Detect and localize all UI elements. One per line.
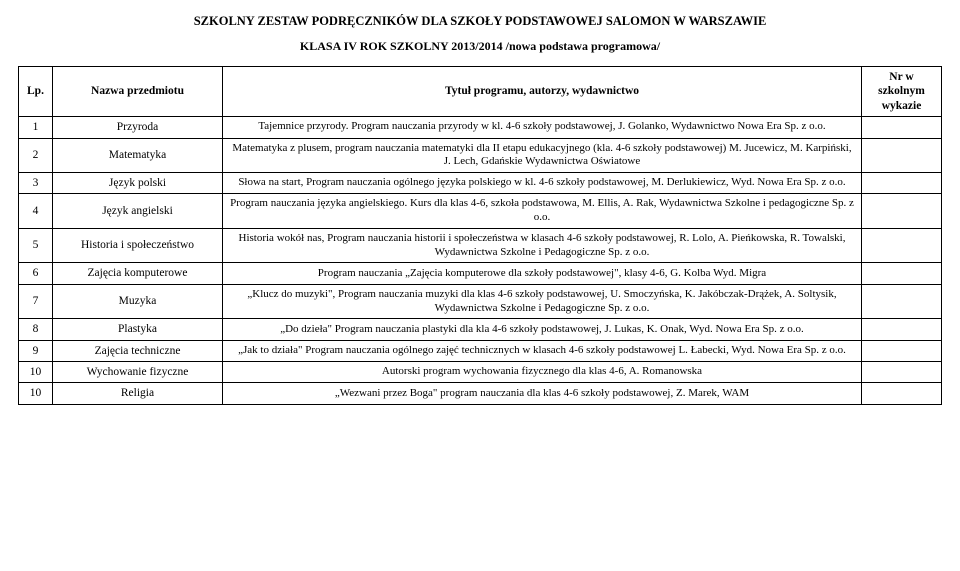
cell-nr [862, 340, 942, 361]
cell-lp: 8 [19, 319, 53, 340]
cell-nr [862, 263, 942, 284]
cell-subject: Wychowanie fizyczne [53, 362, 223, 383]
table-row: 10Religia„Wezwani przez Boga" program na… [19, 383, 942, 404]
table-row: 2MatematykaMatematyka z plusem, program … [19, 138, 942, 173]
cell-nr [862, 117, 942, 138]
cell-lp: 6 [19, 263, 53, 284]
cell-lp: 10 [19, 362, 53, 383]
cell-desc: „Wezwani przez Boga" program nauczania d… [223, 383, 862, 404]
cell-lp: 4 [19, 194, 53, 229]
header-lp: Lp. [19, 67, 53, 117]
cell-desc: Matematyka z plusem, program nauczania m… [223, 138, 862, 173]
cell-desc: Program nauczania języka angielskiego. K… [223, 194, 862, 229]
table-row: 10Wychowanie fizyczneAutorski program wy… [19, 362, 942, 383]
cell-nr [862, 173, 942, 194]
table-row: 9Zajęcia techniczne„Jak to działa" Progr… [19, 340, 942, 361]
table-row: 5Historia i społeczeństwoHistoria wokół … [19, 228, 942, 263]
title-main: SZKOLNY ZESTAW PODRĘCZNIKÓW DLA SZKOŁY P… [18, 14, 942, 29]
cell-desc: Historia wokół nas, Program nauczania hi… [223, 228, 862, 263]
cell-desc: Program nauczania „Zajęcia komputerowe d… [223, 263, 862, 284]
cell-nr [862, 362, 942, 383]
cell-desc: „Klucz do muzyki", Program nauczania muz… [223, 284, 862, 319]
cell-subject: Matematyka [53, 138, 223, 173]
cell-subject: Religia [53, 383, 223, 404]
table-row: 8Plastyka„Do dzieła" Program nauczania p… [19, 319, 942, 340]
table-row: 3Język polskiSłowa na start, Program nau… [19, 173, 942, 194]
table-row: 4Język angielskiProgram nauczania języka… [19, 194, 942, 229]
cell-lp: 2 [19, 138, 53, 173]
cell-subject: Przyroda [53, 117, 223, 138]
cell-desc: Tajemnice przyrody. Program nauczania pr… [223, 117, 862, 138]
cell-lp: 9 [19, 340, 53, 361]
cell-lp: 7 [19, 284, 53, 319]
cell-nr [862, 319, 942, 340]
cell-nr [862, 138, 942, 173]
cell-subject: Język angielski [53, 194, 223, 229]
cell-subject: Historia i społeczeństwo [53, 228, 223, 263]
cell-lp: 5 [19, 228, 53, 263]
cell-lp: 10 [19, 383, 53, 404]
cell-lp: 1 [19, 117, 53, 138]
cell-nr [862, 284, 942, 319]
table-row: 7Muzyka„Klucz do muzyki", Program naucza… [19, 284, 942, 319]
header-nr: Nr w szkolnym wykazie [862, 67, 942, 117]
cell-nr [862, 228, 942, 263]
cell-lp: 3 [19, 173, 53, 194]
cell-subject: Zajęcia techniczne [53, 340, 223, 361]
cell-nr [862, 194, 942, 229]
textbook-table: Lp. Nazwa przedmiotu Tytuł programu, aut… [18, 66, 942, 405]
header-program: Tytuł programu, autorzy, wydawnictwo [223, 67, 862, 117]
header-subject: Nazwa przedmiotu [53, 67, 223, 117]
cell-subject: Plastyka [53, 319, 223, 340]
table-row: 6Zajęcia komputeroweProgram nauczania „Z… [19, 263, 942, 284]
cell-desc: Autorski program wychowania fizycznego d… [223, 362, 862, 383]
cell-subject: Muzyka [53, 284, 223, 319]
title-sub: KLASA IV ROK SZKOLNY 2013/2014 /nowa pod… [18, 39, 942, 54]
cell-subject: Język polski [53, 173, 223, 194]
cell-nr [862, 383, 942, 404]
cell-desc: Słowa na start, Program nauczania ogólne… [223, 173, 862, 194]
table-header-row: Lp. Nazwa przedmiotu Tytuł programu, aut… [19, 67, 942, 117]
cell-desc: „Jak to działa" Program nauczania ogólne… [223, 340, 862, 361]
cell-desc: „Do dzieła" Program nauczania plastyki d… [223, 319, 862, 340]
cell-subject: Zajęcia komputerowe [53, 263, 223, 284]
table-row: 1PrzyrodaTajemnice przyrody. Program nau… [19, 117, 942, 138]
